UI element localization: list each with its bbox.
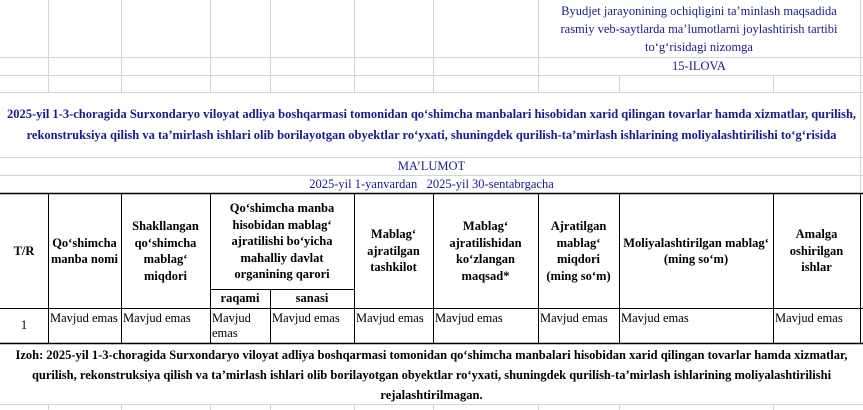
document-subtitle: MA’LUMOT bbox=[397, 158, 466, 173]
header-source-name: Qo‘shimcha manba nomi bbox=[50, 235, 119, 267]
regulation-note: Byudjet jarayonining ochiqligini ta’minl… bbox=[538, 2, 860, 56]
header-formed-amount: Shakllangan qo‘shimcha mablag‘ miqdori bbox=[132, 219, 199, 283]
footnote: Izoh: 2025-yil 1-3-choragida Surxondaryo… bbox=[15, 348, 848, 402]
cell-tr: 1 bbox=[20, 318, 28, 332]
cell-completed-works: Mavjud emas bbox=[775, 311, 843, 325]
regulation-note-line: to‘g‘risidagi nizomga bbox=[645, 40, 753, 54]
cell-decision-date: Mavjud emas bbox=[272, 311, 340, 325]
cell-formed-amount: Mavjud emas bbox=[123, 311, 191, 325]
header-purpose: Mablag‘ ajratilishidan ko‘zlangan maqsad… bbox=[449, 219, 522, 283]
cell-financed-amount: Mavjud emas bbox=[621, 311, 689, 325]
subheader-date: sanasi bbox=[295, 291, 329, 306]
cell-source-name: Mavjud emas bbox=[50, 311, 118, 325]
cell-allocated-amount: Mavjud emas bbox=[540, 311, 608, 325]
appendix-label: 15-ILOVA bbox=[672, 58, 726, 73]
header-local-decision: Qo‘shimcha manba hisobidan mablag‘ ajrat… bbox=[229, 201, 335, 282]
subheader-number: raqami bbox=[220, 291, 260, 306]
report-period: 2025-yil 1-yanvardan 2025-yil 30-sentabr… bbox=[309, 176, 554, 191]
regulation-note-line: rasmiy veb-saytlarda ma’lumotlarni joyla… bbox=[560, 22, 838, 36]
regulation-note-line: Byudjet jarayonining ochiqligini ta’minl… bbox=[561, 4, 837, 18]
cell-purpose: Mavjud emas bbox=[435, 311, 503, 325]
cell-decision-number: Mavjud emas bbox=[212, 311, 251, 340]
header-organization: Mablag‘ ajratilgan tashkilot bbox=[367, 227, 420, 275]
cell-organization: Mavjud emas bbox=[356, 311, 424, 325]
header-financed-amount: Moliyalashtirilgan mablag‘ (ming so‘m) bbox=[623, 235, 769, 267]
header-completed-works: Amalga oshirilgan ishlar bbox=[789, 227, 844, 275]
header-allocated-amount: Ajratilgan mablag‘ miqdori (ming so‘m) bbox=[546, 219, 611, 283]
document-title: 2025-yil 1-3-choragida Surxondaryo viloy… bbox=[6, 107, 857, 142]
header-tr: T/R bbox=[13, 243, 35, 258]
